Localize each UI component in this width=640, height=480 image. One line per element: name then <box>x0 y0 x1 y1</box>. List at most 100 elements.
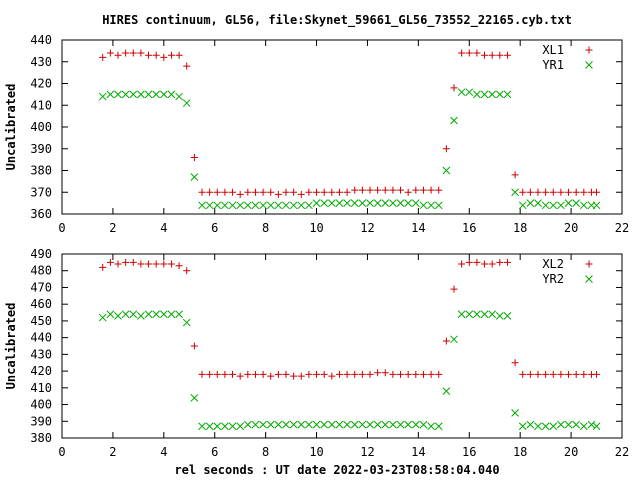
data-point <box>542 188 550 196</box>
data-point <box>266 420 275 429</box>
data-point <box>213 370 221 378</box>
data-point <box>579 201 588 210</box>
data-point <box>137 90 145 99</box>
x-tick-label: 22 <box>615 445 629 459</box>
data-point <box>305 201 313 210</box>
data-point <box>335 188 343 196</box>
data-point <box>198 370 206 378</box>
data-point <box>175 92 183 101</box>
data-point <box>541 422 550 431</box>
data-point <box>274 201 283 210</box>
y-tick-label: 430 <box>30 55 52 69</box>
data-point <box>266 201 275 210</box>
data-point <box>221 188 229 196</box>
data-point <box>412 370 420 378</box>
data-point <box>98 313 107 322</box>
legend-marker <box>585 275 593 283</box>
data-point <box>137 49 145 57</box>
data-point <box>243 420 252 429</box>
data-point <box>542 370 550 378</box>
data-point <box>98 92 107 101</box>
legend-marker <box>585 46 593 54</box>
data-point <box>320 370 328 378</box>
data-point <box>442 166 451 175</box>
data-point <box>167 51 175 59</box>
data-point <box>297 201 306 210</box>
data-point <box>198 422 206 431</box>
x-tick-label: 14 <box>411 221 425 235</box>
data-point <box>427 370 435 378</box>
data-point <box>397 186 405 194</box>
data-point <box>198 201 206 210</box>
y-tick-label: 490 <box>30 247 52 261</box>
data-point <box>442 145 450 153</box>
data-point <box>549 188 557 196</box>
data-point <box>389 420 397 429</box>
data-point <box>473 258 481 266</box>
data-point <box>442 387 451 396</box>
data-point <box>106 90 115 99</box>
plot-frame <box>61 39 623 215</box>
data-point <box>358 186 366 194</box>
data-point <box>526 188 534 196</box>
data-point <box>145 51 153 59</box>
data-point <box>373 420 382 429</box>
chart-title: HIRES continuum, GL56, file:Skynet_59661… <box>102 13 572 28</box>
x-tick-label: 10 <box>309 221 323 235</box>
data-point <box>343 188 351 196</box>
data-point <box>129 49 137 57</box>
data-point <box>488 51 496 59</box>
y-tick-label: 420 <box>30 77 52 91</box>
data-point <box>404 199 413 207</box>
data-point <box>175 310 183 319</box>
data-point <box>267 372 275 380</box>
data-point <box>305 188 313 196</box>
legend-label: XL2 <box>542 257 564 271</box>
series-XL2 <box>99 258 601 380</box>
data-point <box>435 370 443 378</box>
series-YR2 <box>98 310 601 431</box>
data-point <box>320 420 329 429</box>
legend-label: XL1 <box>542 43 564 57</box>
data-point <box>534 422 542 431</box>
data-point <box>259 420 267 429</box>
legend-label: YR1 <box>542 58 564 72</box>
data-point <box>549 201 558 210</box>
data-point <box>206 370 214 378</box>
data-point <box>236 201 245 210</box>
data-point <box>404 420 413 429</box>
data-point <box>503 90 512 99</box>
data-point <box>518 422 527 431</box>
data-point <box>251 420 260 429</box>
data-point <box>534 188 542 196</box>
data-point <box>213 188 221 196</box>
data-point <box>152 90 161 99</box>
data-point <box>381 186 389 194</box>
y-tick-label: 430 <box>30 347 52 361</box>
data-point <box>358 420 367 429</box>
y-tick-label: 390 <box>30 142 52 156</box>
data-point <box>190 173 199 181</box>
x-tick-label: 0 <box>58 445 65 459</box>
x-tick-label: 8 <box>262 445 269 459</box>
data-point <box>526 199 535 207</box>
data-point <box>152 310 161 319</box>
data-point <box>587 420 596 429</box>
data-point <box>457 310 466 319</box>
data-point <box>244 370 252 378</box>
data-point <box>442 337 450 345</box>
data-point <box>312 199 321 207</box>
data-point <box>350 420 359 429</box>
data-point <box>419 370 427 378</box>
data-point <box>312 420 321 429</box>
x-tick-label: 8 <box>262 221 269 235</box>
data-point <box>106 49 114 57</box>
data-point <box>381 420 390 429</box>
data-point <box>129 258 137 266</box>
data-point <box>259 201 267 210</box>
data-point <box>289 201 298 210</box>
data-point <box>503 312 512 320</box>
data-point <box>251 201 260 210</box>
data-point <box>183 267 191 275</box>
data-point <box>495 90 504 99</box>
